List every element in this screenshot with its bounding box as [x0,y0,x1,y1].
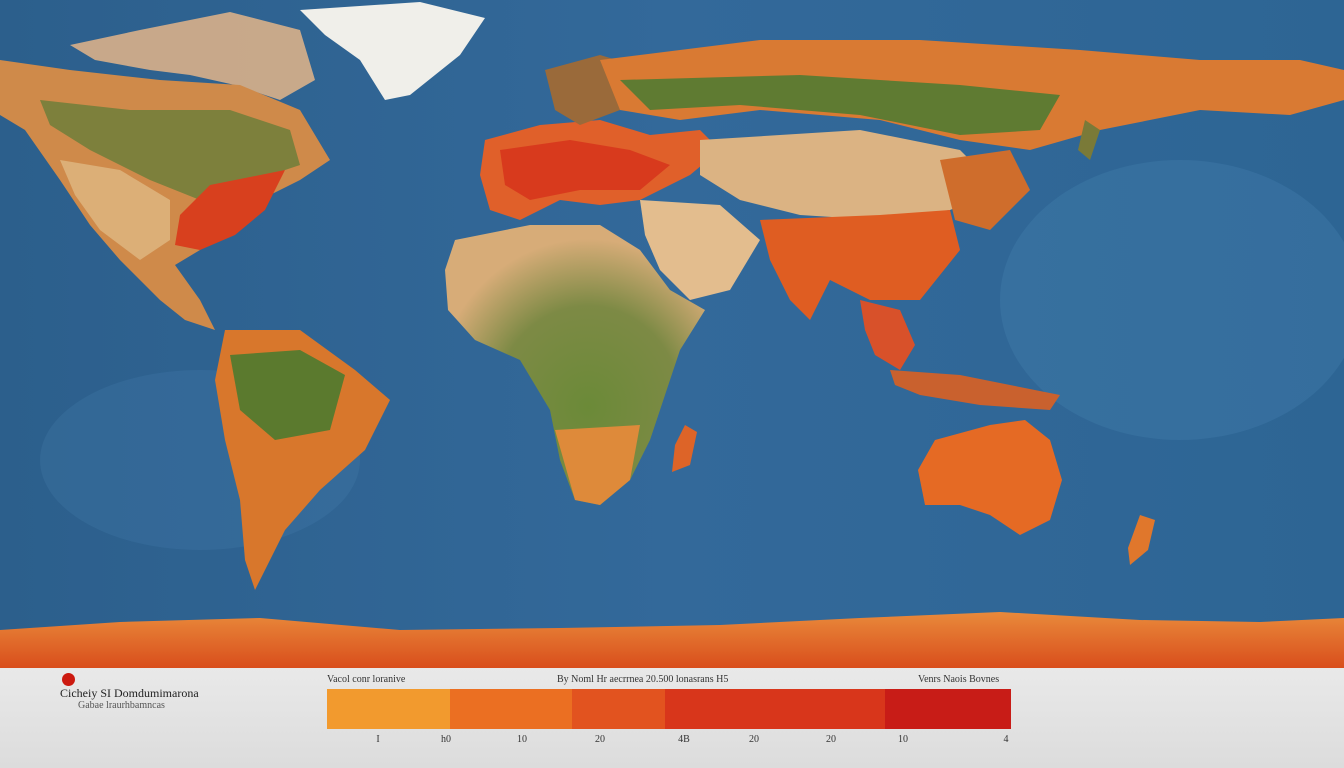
madagascar [672,425,697,472]
europe-hot [500,140,670,200]
africa-south [555,425,640,505]
sa-forest [230,350,345,440]
scale-swatch [327,689,450,729]
na-hot-east [175,170,285,250]
greenland [300,2,485,100]
ocean-highlight [1000,160,1344,440]
scale-tick: 10 [517,734,527,745]
na-forest [40,100,300,200]
east-asia [940,150,1030,230]
scale-tick: I [376,734,380,745]
legend-title: Cicheiy SI Domdumimarona [60,686,199,700]
antarctica [0,612,1344,668]
africa [445,225,705,505]
legend-subtitle: Gabae lraurhbamncas [78,700,165,711]
color-scale-bar [327,689,1011,729]
middle-east [640,200,760,300]
scale-tick: 20 [749,734,759,745]
scale-swatch [572,689,665,729]
scale-tick: h0 [441,734,451,745]
scale-swatch [450,689,572,729]
central-asia [700,130,1000,220]
new-zealand [1128,515,1155,565]
indonesia [890,370,1060,410]
siberia-forest [620,75,1060,135]
india-china [760,210,960,320]
legend-marker-icon [62,673,75,686]
scale-right-label: Venrs Naois Bovnes [918,674,1000,685]
scale-tick: 20 [826,734,836,745]
scale-mid-label: By Noml Hr aecrrnea 20.500 lonasrans H5 [557,674,729,685]
arctic-islands [70,12,315,100]
japan [1078,120,1100,160]
scale-swatch [665,689,885,729]
scale-tick: 10 [898,734,908,745]
scale-left-label: Vacol conr loranive [327,674,406,685]
world-map [0,0,1344,668]
scale-tick: 4B [678,734,690,745]
na-desert-west [60,160,170,260]
southeast-asia [860,300,915,370]
scale-swatch [885,689,1011,729]
scale-tick: 4 [1003,734,1009,745]
australia [918,420,1062,535]
scale-tick: 20 [595,734,605,745]
